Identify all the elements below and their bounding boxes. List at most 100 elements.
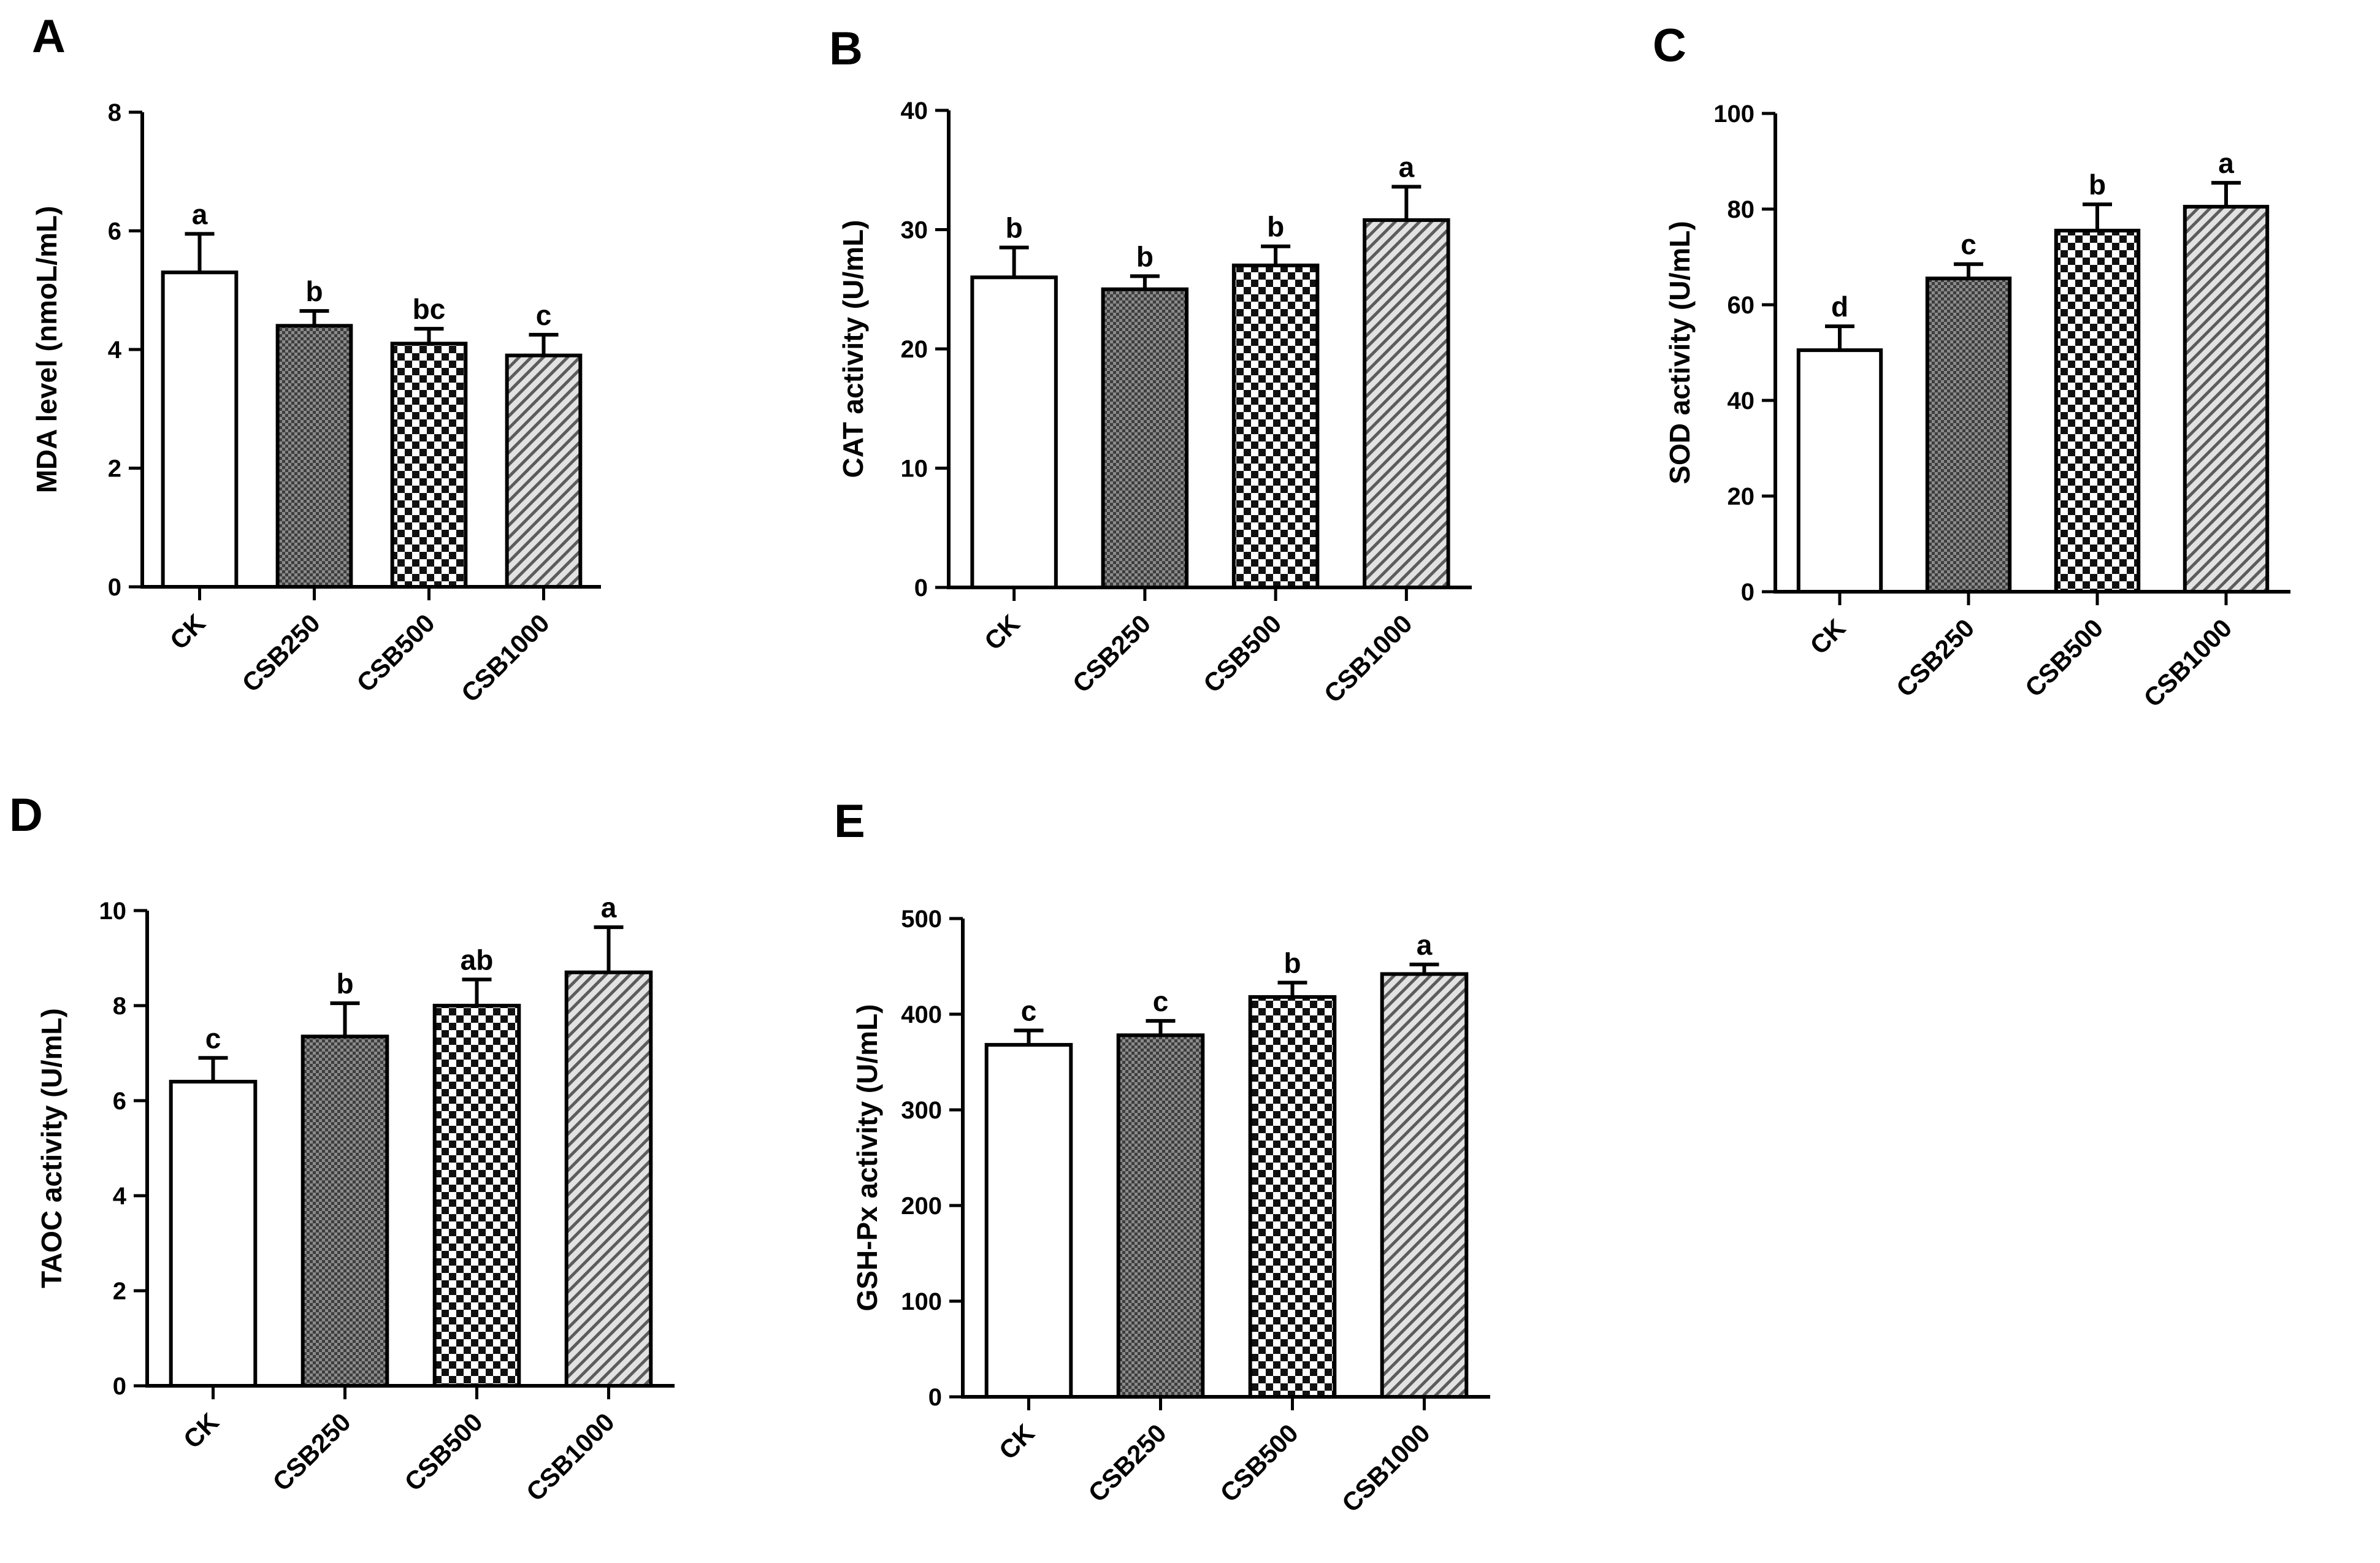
panel-e: E 0 100 200 300 400 500 GSH-Px activity (U/mL) c…: [834, 795, 1490, 1518]
y-tick-label: 80: [1728, 196, 1755, 223]
x-category-label: CSB500: [399, 1407, 488, 1496]
y-tick-label: 30: [901, 217, 928, 244]
x-category-label: CSB250: [1082, 1418, 1171, 1507]
x-category-label: CSB500: [351, 608, 440, 697]
y-tick-label: 6: [113, 1088, 126, 1115]
panel-letter: A: [32, 10, 66, 63]
bar-ck: [161, 270, 239, 589]
y-tick-label: 60: [1728, 292, 1755, 319]
x-category-label: CSB250: [1067, 609, 1156, 698]
bar-csb250: [1116, 1033, 1205, 1399]
x-category-label: CK: [993, 1418, 1040, 1465]
x-category-label: CSB1000: [2138, 613, 2237, 713]
x-category-label: CSB500: [1198, 609, 1287, 698]
significance-letter: b: [2089, 169, 2106, 201]
y-tick-label: 8: [113, 993, 126, 1020]
y-tick-label: 20: [901, 336, 928, 363]
panel-letter: E: [834, 795, 865, 847]
bar-ck: [169, 1080, 258, 1388]
x-category-label: CK: [178, 1407, 224, 1454]
panel-c: C 0 20 40 60 80 100 SOD activity (U/mL) d CK c CSB2…: [1653, 20, 2290, 713]
x-category-label: CSB1000: [456, 608, 555, 708]
significance-letter: c: [1961, 229, 1976, 261]
panel-letter: B: [829, 23, 863, 75]
y-tick-label: 2: [113, 1278, 126, 1305]
bar-csb250: [1101, 287, 1189, 589]
significance-letter: b: [336, 968, 353, 999]
y-tick-label: 100: [1713, 101, 1754, 128]
y-axis-label: SOD activity (U/mL): [1664, 221, 1696, 484]
bar-csb500: [390, 342, 468, 589]
y-tick-label: 6: [108, 218, 121, 245]
x-category-label: CSB250: [236, 608, 325, 697]
panel-d: D 0 2 4 6 8 10 TAOC activity (U/mL) c CK b CSB250 ab…: [9, 789, 675, 1507]
y-tick-label: 100: [901, 1288, 942, 1315]
significance-letter: b: [305, 275, 323, 307]
bar-ck: [1796, 348, 1883, 594]
significance-letter: ab: [461, 944, 494, 976]
y-axis-label: GSH-Px activity (U/mL): [851, 1004, 883, 1312]
y-tick-label: 0: [914, 575, 928, 602]
y-tick-label: 500: [901, 906, 942, 933]
y-tick-label: 40: [901, 97, 928, 124]
bar-csb500: [432, 1004, 521, 1388]
x-category-label: CSB500: [2019, 613, 2108, 702]
x-category-label: CSB250: [1891, 613, 1980, 702]
panel-a: A 0 2 4 6 8 MDA level (nmoL/mL) a CK b CSB250 bc CSB…: [31, 10, 601, 708]
significance-letter: a: [2218, 147, 2234, 179]
y-tick-label: 10: [901, 456, 928, 483]
bar-csb500: [1248, 995, 1337, 1399]
bar-csb1000: [2183, 205, 2270, 594]
y-tick-label: 2: [108, 456, 121, 483]
bar-csb500: [1231, 263, 1320, 590]
y-axis-label: TAOC activity (U/mL): [36, 1008, 67, 1288]
panel-b: B 0 10 20 30 40 CAT activity (U/mL) b CK b CSB250 b…: [829, 23, 1472, 708]
significance-letter: b: [1284, 947, 1301, 979]
significance-letter: b: [1136, 240, 1154, 272]
x-category-label: CSB1000: [521, 1407, 620, 1507]
significance-letter: a: [1417, 929, 1433, 961]
significance-letter: c: [1021, 995, 1037, 1027]
significance-letter: c: [536, 299, 552, 331]
x-category-label: CSB250: [267, 1407, 356, 1496]
x-category-label: CSB1000: [1318, 609, 1418, 708]
panel-letter: D: [9, 789, 43, 841]
bar-csb250: [300, 1034, 389, 1388]
panel-letter: C: [1653, 20, 1686, 72]
x-category-label: CK: [1804, 613, 1851, 660]
bar-csb1000: [1363, 218, 1450, 589]
bar-csb1000: [505, 353, 583, 589]
bar-csb1000: [1380, 972, 1469, 1399]
x-category-label: CSB1000: [1336, 1418, 1436, 1518]
y-tick-label: 0: [1741, 579, 1754, 606]
y-tick-label: 20: [1728, 483, 1755, 510]
y-axis-label: MDA level (nmoL/mL): [31, 206, 63, 494]
significance-letter: bc: [413, 293, 446, 325]
y-tick-label: 10: [99, 898, 127, 925]
y-axis-label: CAT activity (U/mL): [837, 220, 869, 478]
significance-letter: a: [601, 892, 617, 923]
significance-letter: a: [192, 198, 208, 230]
significance-letter: b: [1006, 212, 1023, 244]
bar-ck: [970, 275, 1058, 589]
y-tick-label: 0: [928, 1384, 942, 1411]
significance-letter: c: [1153, 985, 1169, 1017]
bar-ck: [984, 1042, 1073, 1399]
y-tick-label: 8: [108, 99, 121, 126]
bar-csb1000: [564, 970, 653, 1388]
bar-csb250: [275, 324, 353, 589]
x-category-label: CSB500: [1214, 1418, 1303, 1507]
y-tick-label: 300: [901, 1097, 942, 1124]
y-tick-label: 4: [108, 337, 122, 364]
significance-letter: b: [1267, 211, 1284, 243]
y-tick-label: 200: [901, 1193, 942, 1220]
bar-csb500: [2054, 229, 2141, 594]
x-category-label: CK: [979, 609, 1025, 655]
x-category-label: CK: [164, 608, 211, 655]
y-tick-label: 0: [113, 1373, 126, 1400]
significance-letter: a: [1399, 151, 1415, 183]
y-tick-label: 4: [113, 1183, 127, 1210]
y-tick-label: 40: [1728, 388, 1755, 415]
significance-letter: c: [205, 1022, 221, 1054]
